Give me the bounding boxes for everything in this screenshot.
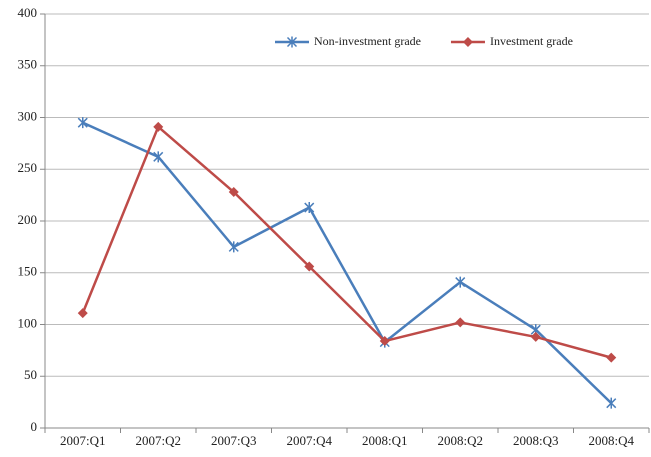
legend-entry: Non-investment grade: [275, 34, 421, 48]
series-line: [82, 121, 613, 405]
diamond-marker: [530, 331, 541, 342]
diamond-marker: [304, 261, 315, 272]
asterisk-marker: [606, 397, 617, 409]
x-tick-label: 2008:Q4: [589, 433, 635, 448]
y-tick-label: 350: [18, 57, 38, 72]
diamond-marker: [455, 317, 466, 328]
x-tick-label: 2007:Q1: [60, 433, 106, 448]
y-tick-label: 100: [18, 315, 38, 330]
diamond-marker: [228, 187, 239, 198]
x-tick-label: 2008:Q2: [438, 433, 484, 448]
y-tick-label: 300: [18, 108, 38, 123]
x-tick-label: 2008:Q3: [513, 433, 559, 448]
y-tick-label: 50: [24, 367, 37, 382]
y-tick-label: 400: [18, 5, 38, 20]
legend-label: Non-investment grade: [314, 34, 421, 48]
y-tick-label: 0: [31, 419, 38, 434]
y-tick-label: 250: [18, 160, 38, 175]
series-line: [81, 125, 612, 359]
asterisk-marker: [228, 241, 239, 253]
diamond-marker: [77, 308, 88, 319]
x-tick-label: 2007:Q3: [211, 433, 257, 448]
asterisk-marker: [286, 36, 298, 48]
y-tick-label: 150: [18, 264, 38, 279]
legend-entry: Investment grade: [450, 34, 573, 48]
x-tick-label: 2007:Q2: [136, 433, 182, 448]
legend-label: Investment grade: [490, 34, 573, 48]
asterisk-marker: [77, 117, 88, 129]
x-tick-label: 2008:Q1: [362, 433, 408, 448]
asterisk-marker: [455, 276, 466, 288]
diamond-marker: [153, 121, 164, 132]
asterisk-marker: [304, 202, 315, 214]
x-tick-label: 2007:Q4: [287, 433, 333, 448]
asterisk-marker: [153, 151, 164, 163]
diamond-marker: [462, 37, 473, 47]
diamond-marker: [379, 336, 390, 347]
diamond-marker: [606, 352, 617, 363]
y-tick-label: 200: [18, 212, 38, 227]
